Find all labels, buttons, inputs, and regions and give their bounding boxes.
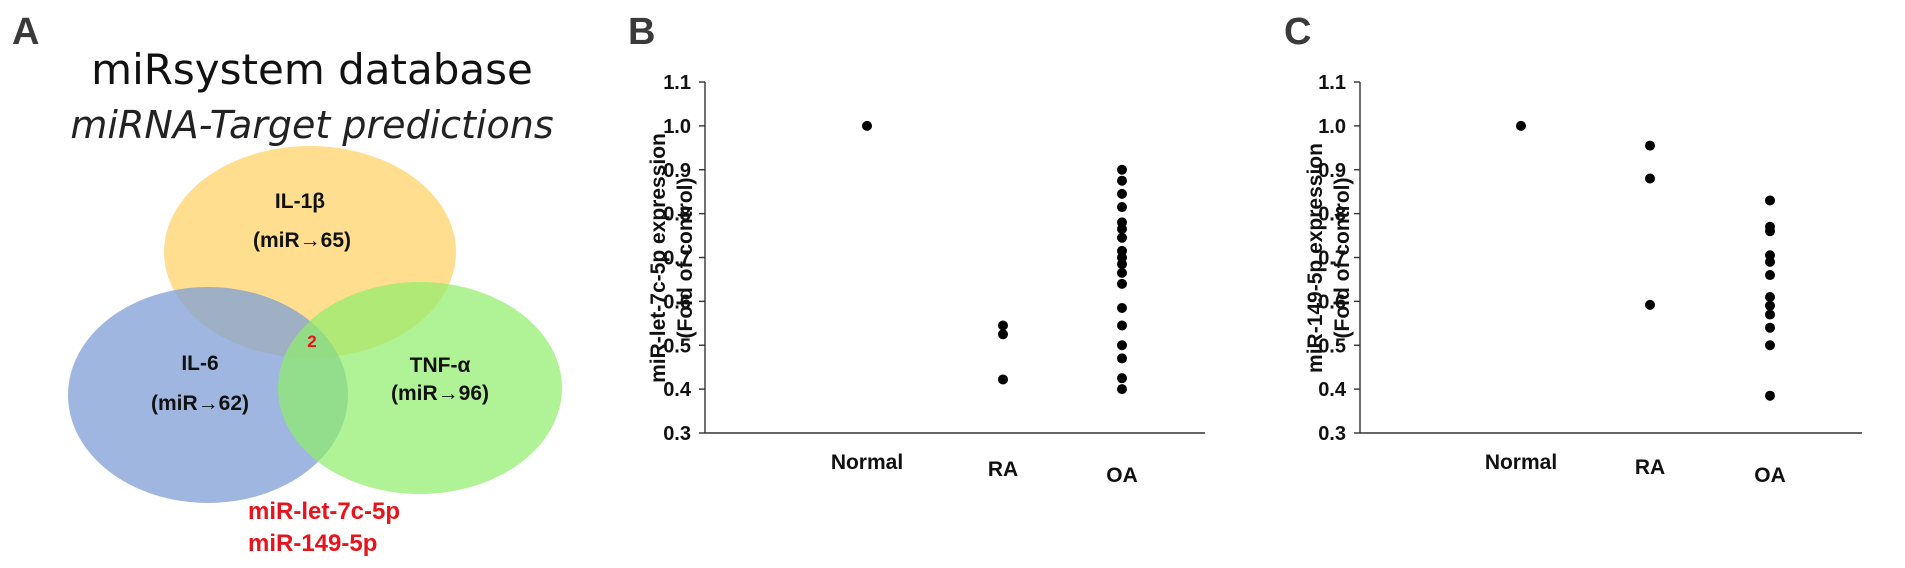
data-point-oa xyxy=(1765,309,1775,320)
panel-letter-a: A xyxy=(12,11,39,53)
x-category-label: RA xyxy=(1635,456,1665,479)
x-category-label: OA xyxy=(1106,464,1138,487)
y-tick-label: 0.7 xyxy=(663,248,691,270)
y-axis-label-line1: miR-149-5p expression xyxy=(1304,143,1327,373)
data-point-oa xyxy=(1117,223,1127,234)
set-label-il1b: IL-1β xyxy=(275,190,325,213)
y-tick-label: 1.1 xyxy=(1318,72,1346,94)
panel-letter-c: C xyxy=(1284,11,1311,53)
data-point-ra xyxy=(1645,299,1655,310)
data-point-oa xyxy=(1117,340,1127,351)
data-point-normal xyxy=(862,120,872,131)
x-category-label: RA xyxy=(988,458,1018,481)
data-point-ra xyxy=(1645,173,1655,184)
x-category-label: OA xyxy=(1754,464,1786,487)
venn-title: miRsystem database xyxy=(91,45,533,94)
y-axis-label-line2: (Fold of control) xyxy=(1331,178,1354,339)
y-tick-label: 1.0 xyxy=(663,116,691,138)
data-point-oa xyxy=(1117,259,1127,270)
data-point-oa xyxy=(1117,320,1127,331)
panel-letter-b: B xyxy=(628,11,655,53)
data-point-oa xyxy=(1117,164,1127,175)
y-tick-label: 0.5 xyxy=(663,335,691,357)
data-point-oa xyxy=(1765,226,1775,237)
y-tick-label: 0.6 xyxy=(663,291,691,313)
data-point-oa xyxy=(1117,232,1127,243)
data-point-oa xyxy=(1117,202,1127,213)
y-tick-label: 0.5 xyxy=(1318,335,1346,357)
y-tick-label: 0.8 xyxy=(663,204,691,226)
x-category-label: Normal xyxy=(1485,451,1557,474)
data-point-oa xyxy=(1117,302,1127,313)
y-tick-label: 1.1 xyxy=(663,72,691,94)
data-point-oa xyxy=(1117,267,1127,278)
panel-a: A miRsystem database miRNA-Target predic… xyxy=(12,11,562,557)
panel-b-chart: B miR-let-7c-5p expression (Fold of cont… xyxy=(628,11,1205,487)
set-count-tnfa: (miR→96) xyxy=(391,382,489,405)
data-point-ra xyxy=(998,374,1008,385)
y-tick-label: 0.3 xyxy=(1318,423,1346,445)
x-category-label: Normal xyxy=(831,451,903,474)
shared-mirna-1: miR-let-7c-5p xyxy=(248,498,400,525)
y-tick-label: 0.9 xyxy=(663,160,691,182)
intersection-count: 2 xyxy=(307,332,316,351)
venn-circle-tnfa xyxy=(278,282,562,494)
data-point-oa xyxy=(1765,340,1775,351)
data-point-oa xyxy=(1765,322,1775,333)
data-point-oa xyxy=(1765,390,1775,401)
shared-mirna-2: miR-149-5p xyxy=(248,530,377,557)
data-point-oa xyxy=(1117,175,1127,186)
y-tick-label: 0.8 xyxy=(1318,204,1346,226)
y-axis-label-line2: (Fold of control) xyxy=(674,178,697,339)
data-point-ra xyxy=(1645,140,1655,151)
data-point-oa xyxy=(1117,353,1127,364)
data-point-oa xyxy=(1117,188,1127,199)
y-tick-label: 0.6 xyxy=(1318,291,1346,313)
data-point-oa xyxy=(1117,373,1127,384)
data-point-oa xyxy=(1765,195,1775,206)
data-point-oa xyxy=(1765,256,1775,267)
data-point-oa xyxy=(1765,291,1775,302)
set-count-il6: (miR→62) xyxy=(151,392,249,415)
y-tick-label: 0.7 xyxy=(1318,248,1346,270)
y-tick-label: 0.3 xyxy=(663,423,691,445)
venn-circle-il6 xyxy=(68,287,348,503)
data-point-oa xyxy=(1117,278,1127,289)
y-tick-label: 0.9 xyxy=(1318,160,1346,182)
y-tick-label: 1.0 xyxy=(1318,116,1346,138)
set-label-il6: IL-6 xyxy=(181,352,218,375)
y-tick-label: 0.4 xyxy=(663,379,692,401)
venn-subtitle: miRNA-Target predictions xyxy=(70,103,553,147)
data-point-oa xyxy=(1117,384,1127,395)
data-point-ra xyxy=(998,320,1008,331)
data-point-oa xyxy=(1765,270,1775,281)
y-axis-label-line1: miR-let-7c-5p expression xyxy=(647,133,670,383)
data-point-normal xyxy=(1516,120,1526,131)
data-point-oa xyxy=(1765,300,1775,311)
set-count-il1b: (miR→65) xyxy=(253,229,351,252)
y-tick-label: 0.4 xyxy=(1318,379,1347,401)
set-label-tnfa: TNF-α xyxy=(410,354,471,377)
data-point-ra xyxy=(998,329,1008,340)
panel-c-chart: C miR-149-5p expression (Fold of control… xyxy=(1284,11,1862,487)
